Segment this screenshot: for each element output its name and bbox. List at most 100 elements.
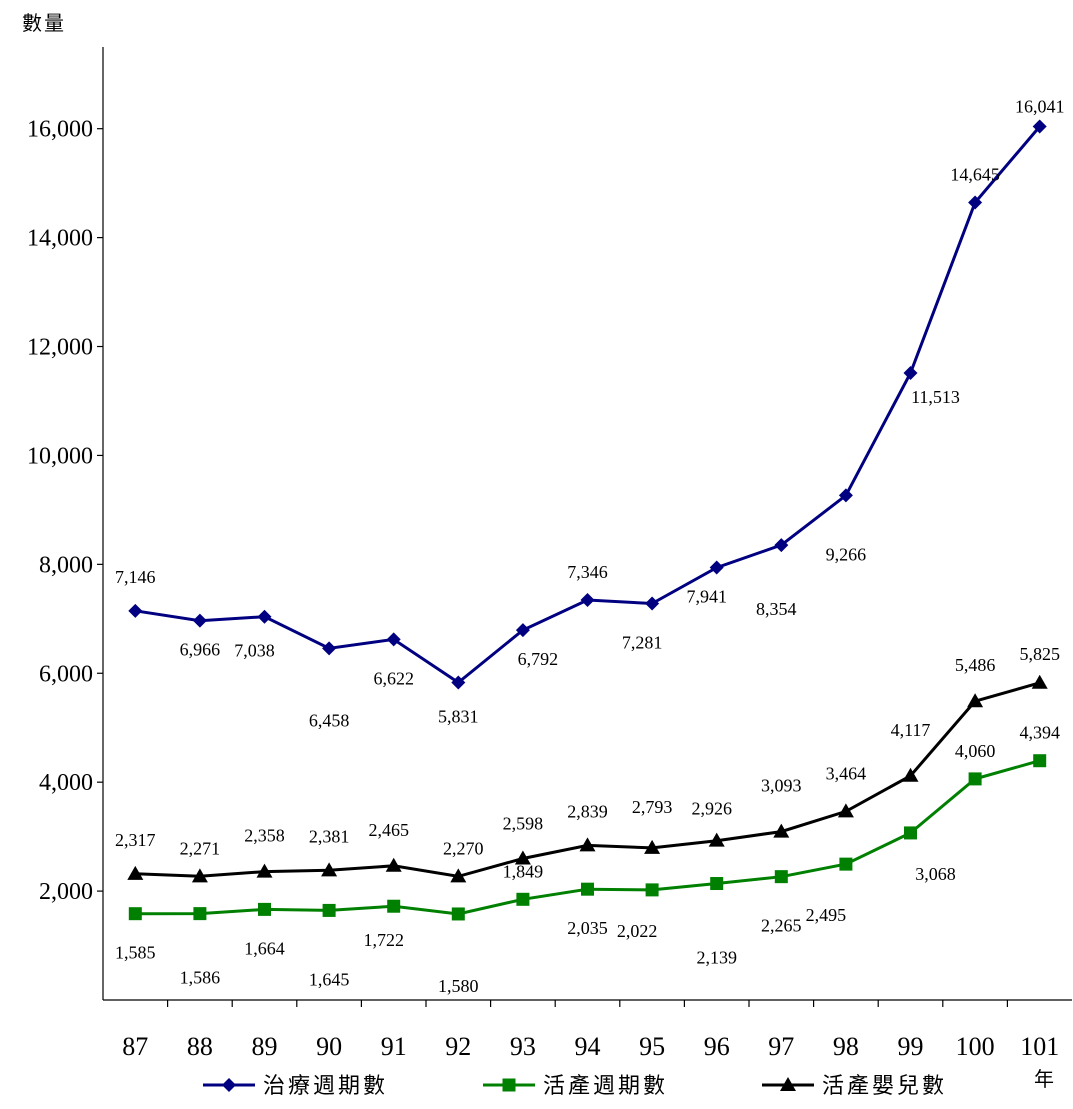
data-label: 3,093	[761, 776, 802, 796]
data-point	[127, 865, 144, 880]
data-point	[644, 839, 661, 854]
data-point	[387, 899, 401, 913]
data-label: 4,394	[1019, 723, 1060, 743]
series-2	[128, 754, 1047, 921]
data-label: 2,358	[244, 826, 285, 846]
x-tick-label: 95	[639, 1032, 665, 1061]
x-tick-label: 92	[445, 1032, 471, 1061]
legend-item-3: 活產嬰兒數	[762, 1074, 947, 1099]
data-point	[385, 857, 402, 872]
legend-item-2: 活產週期數	[483, 1074, 668, 1099]
data-label: 7,346	[567, 562, 608, 582]
data-label: 1,664	[244, 938, 285, 958]
axes	[102, 47, 1072, 1001]
x-tick-label: 94	[575, 1032, 601, 1061]
data-point	[837, 803, 854, 818]
data-point	[451, 907, 465, 921]
data-point	[710, 877, 724, 891]
data-point	[773, 823, 790, 838]
series-3	[127, 674, 1048, 883]
data-point	[386, 632, 401, 647]
data-point	[514, 850, 531, 865]
y-tick-label: 14,000	[27, 226, 93, 252]
legend-label: 治療週期數	[263, 1074, 388, 1099]
x-tick-label: 89	[252, 1032, 278, 1061]
data-point	[645, 596, 660, 611]
data-label: 16,041	[1015, 96, 1065, 116]
y-tick-label: 6,000	[39, 661, 93, 687]
data-point	[645, 883, 659, 897]
data-point	[839, 857, 853, 871]
data-point	[579, 837, 596, 852]
series-group	[127, 119, 1048, 921]
data-label: 1,722	[363, 930, 404, 950]
data-label: 7,941	[686, 587, 727, 607]
data-label: 2,598	[503, 814, 544, 834]
data-point	[257, 609, 272, 624]
y-tick-label: 2,000	[39, 879, 93, 905]
data-point	[322, 903, 336, 917]
data-point	[192, 613, 207, 628]
legend: 治療週期數 活產週期數 活產嬰兒數	[203, 1074, 947, 1099]
data-point	[709, 560, 724, 575]
data-point	[774, 538, 789, 553]
data-point	[903, 366, 918, 381]
data-point	[450, 868, 467, 883]
data-label: 2,022	[617, 921, 658, 941]
data-point	[1031, 674, 1048, 689]
data-point	[968, 195, 983, 210]
data-label: 2,265	[761, 916, 802, 936]
data-label: 5,825	[1019, 644, 1060, 664]
data-point	[451, 675, 466, 690]
series-1	[128, 119, 1047, 690]
x-tick-label: 87	[122, 1032, 148, 1061]
data-point	[968, 772, 982, 786]
data-label: 4,060	[955, 741, 996, 761]
y-axis-label: 數量	[22, 11, 66, 35]
data-label: 2,381	[309, 826, 350, 846]
legend-marker	[502, 1078, 516, 1092]
x-ticks: 87 88 89 90 91 92 93 94 95 96 97 98 99 100 101	[122, 1000, 1059, 1061]
x-tick-label: 90	[316, 1032, 342, 1061]
data-point	[774, 870, 788, 884]
data-label: 1,849	[503, 861, 544, 881]
data-point	[1032, 119, 1047, 134]
data-label: 6,622	[373, 668, 414, 688]
data-label: 5,831	[438, 706, 479, 726]
data-labels: 7,146 6,966 7,038 6,458 6,622 5,831 6,792 7,346…	[115, 96, 1064, 996]
x-tick-label: 100	[956, 1032, 995, 1061]
data-label: 5,486	[955, 655, 996, 675]
data-point	[838, 488, 853, 503]
data-point	[902, 767, 919, 782]
legend-item-1: 治療週期數	[203, 1074, 388, 1099]
x-tick-label: 101	[1020, 1032, 1059, 1061]
data-label: 2,270	[443, 838, 484, 858]
y-tick-label: 10,000	[27, 443, 93, 469]
data-label: 7,146	[115, 567, 156, 587]
data-label: 2,139	[696, 948, 737, 968]
x-tick-label: 98	[833, 1032, 859, 1061]
data-label: 3,068	[915, 864, 956, 884]
legend-marker	[780, 1077, 796, 1091]
data-label: 1,580	[438, 976, 479, 996]
x-tick-label: 97	[768, 1032, 794, 1061]
data-label: 2,495	[806, 905, 847, 925]
data-label: 4,117	[891, 720, 931, 740]
data-point	[322, 641, 337, 656]
y-tick-label: 12,000	[27, 335, 93, 361]
x-tick-label: 88	[187, 1032, 213, 1061]
data-point	[581, 882, 594, 896]
legend-label: 活產嬰兒數	[822, 1074, 947, 1099]
data-point	[515, 623, 530, 638]
y-tick-label: 4,000	[39, 770, 93, 796]
x-tick-label: 91	[381, 1032, 407, 1061]
x-tick-label: 99	[898, 1032, 924, 1061]
data-label: 2,271	[180, 838, 221, 858]
data-label: 3,464	[826, 763, 867, 783]
data-point	[191, 868, 208, 883]
x-tick-label: 93	[510, 1032, 536, 1061]
data-point	[967, 693, 984, 708]
y-ticks: 2,000 4,000 6,000 8,000 10,000 12,000 14,000 16…	[27, 117, 103, 905]
data-label: 11,513	[911, 387, 960, 407]
legend-label: 活產週期數	[543, 1074, 668, 1099]
